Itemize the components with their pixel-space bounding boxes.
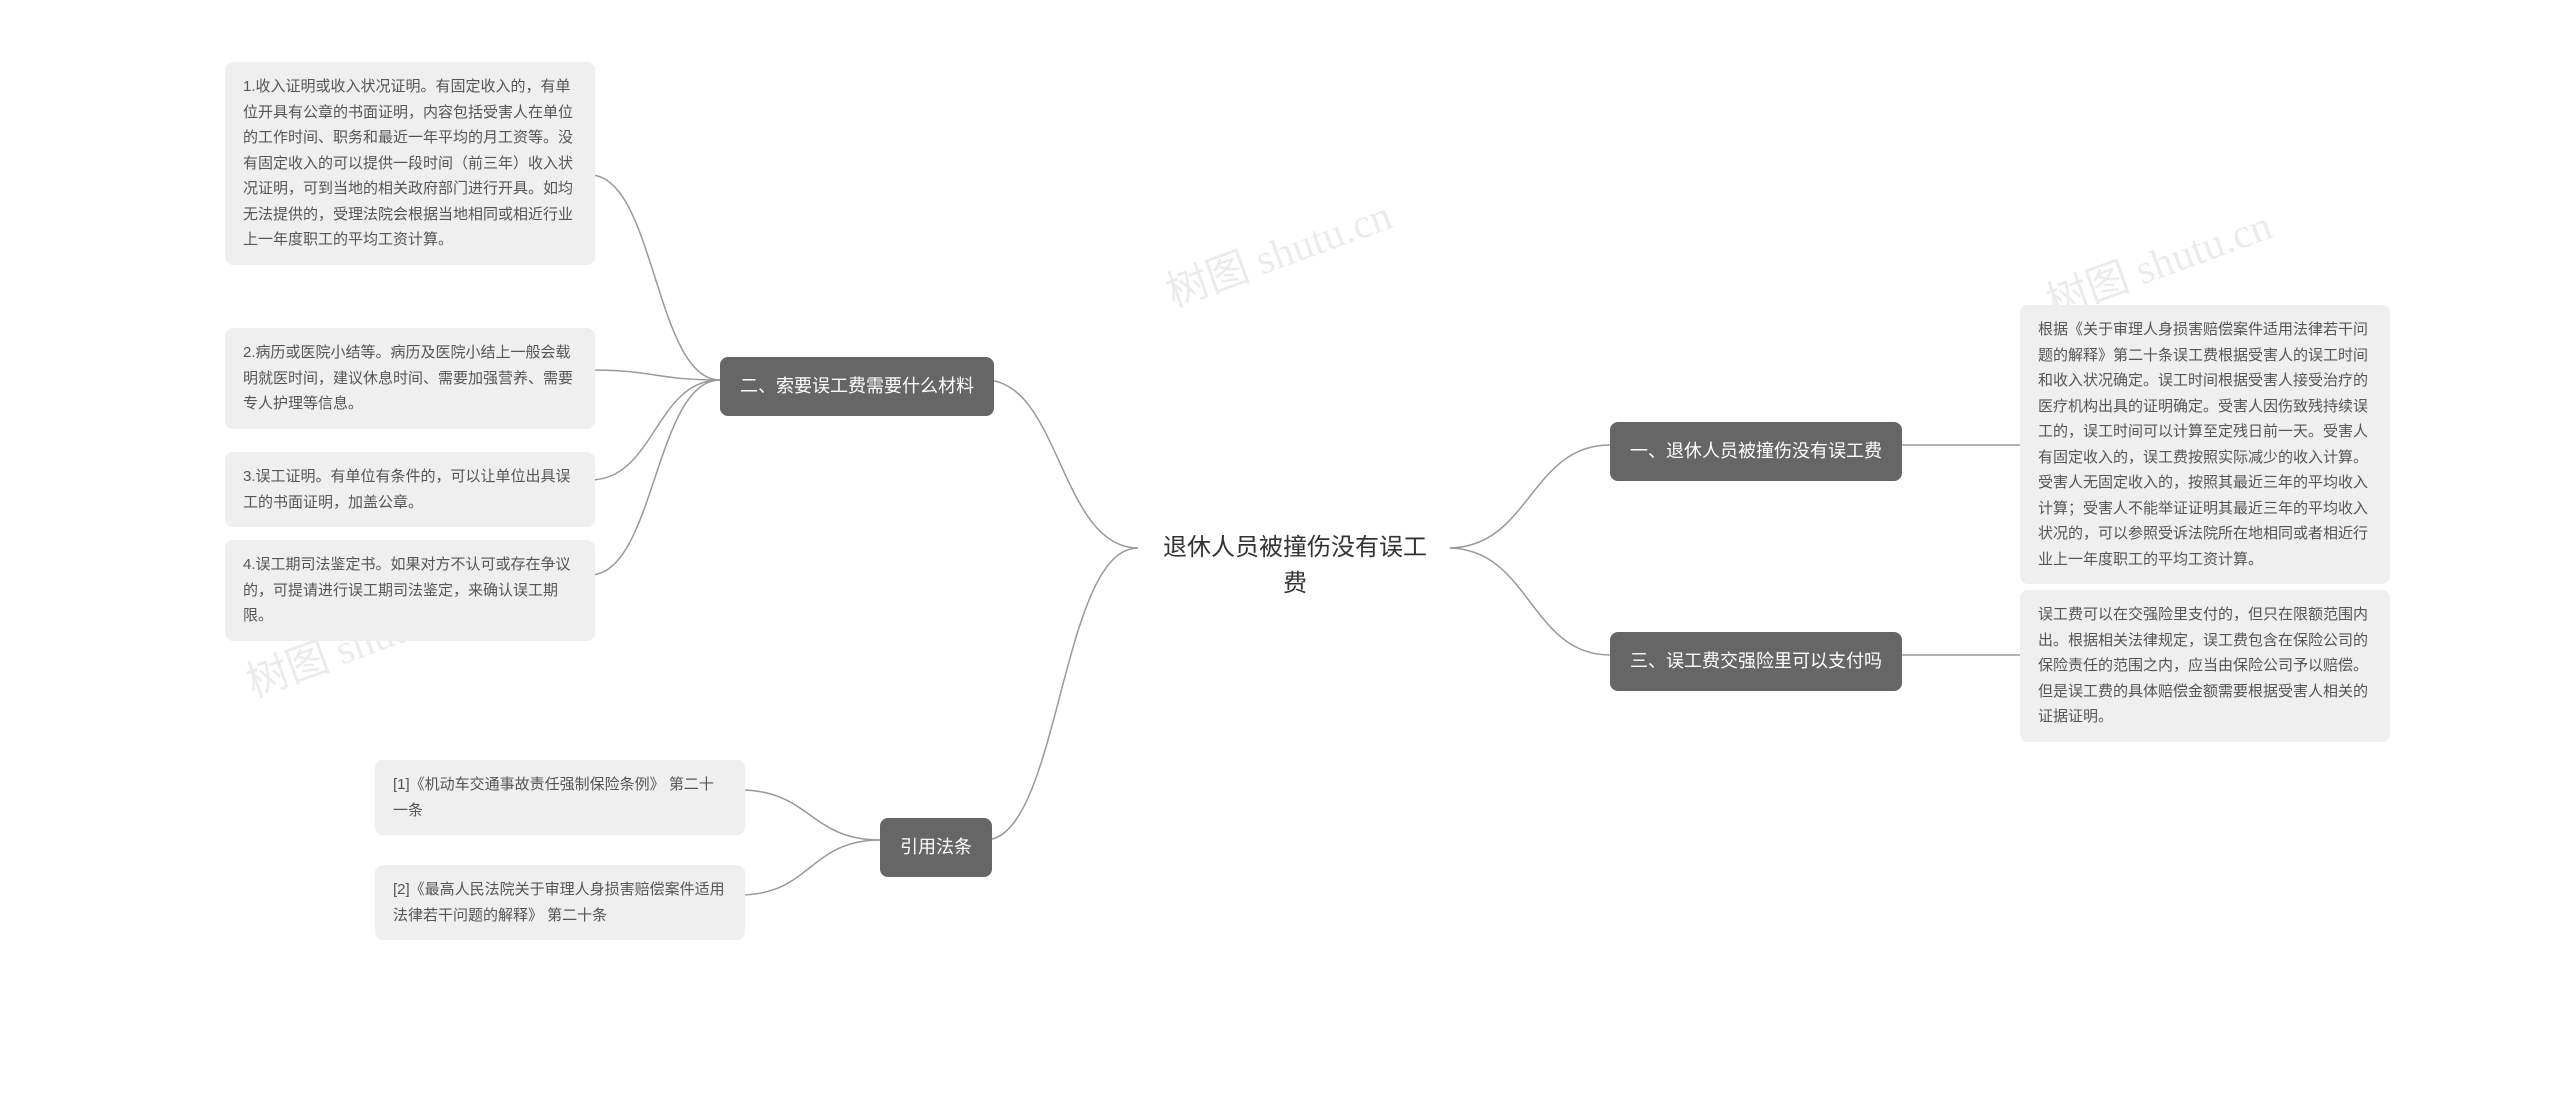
- leaf-2-1: 1.收入证明或收入状况证明。有固定收入的，有单位开具有公章的书面证明，内容包括受…: [225, 62, 595, 265]
- branch-law-label: 引用法条: [900, 837, 972, 857]
- watermark: 树图 shutu.cn: [1157, 182, 1399, 320]
- branch-2-label: 二、索要误工费需要什么材料: [740, 376, 974, 396]
- leaf-law-1: [1]《机动车交通事故责任强制保险条例》 第二十一条: [375, 760, 745, 835]
- leaf-law-2-text: [2]《最高人民法院关于审理人身损害赔偿案件适用法律若干问题的解释》 第二十条: [393, 881, 725, 924]
- leaf-branch3-text: 误工费可以在交强险里支付的，但只在限额范围内出。根据相关法律规定，误工费包含在保…: [2038, 606, 2368, 725]
- leaf-2-1-text: 1.收入证明或收入状况证明。有固定收入的，有单位开具有公章的书面证明，内容包括受…: [243, 78, 573, 248]
- leaf-law-1-text: [1]《机动车交通事故责任强制保险条例》 第二十一条: [393, 776, 714, 819]
- branch-3-label: 三、误工费交强险里可以支付吗: [1630, 651, 1882, 671]
- leaf-2-4-text: 4.误工期司法鉴定书。如果对方不认可或存在争议的，可提请进行误工期司法鉴定，来确…: [243, 556, 571, 624]
- leaf-2-2-text: 2.病历或医院小结等。病历及医院小结上一般会载明就医时间，建议休息时间、需要加强…: [243, 344, 573, 412]
- leaf-2-2: 2.病历或医院小结等。病历及医院小结上一般会载明就医时间，建议休息时间、需要加强…: [225, 328, 595, 429]
- leaf-branch3: 误工费可以在交强险里支付的，但只在限额范围内出。根据相关法律规定，误工费包含在保…: [2020, 590, 2390, 742]
- center-node: 退休人员被撞伤没有误工 费: [1140, 520, 1450, 612]
- leaf-2-3: 3.误工证明。有单位有条件的，可以让单位出具误工的书面证明，加盖公章。: [225, 452, 595, 527]
- branch-node-2: 二、索要误工费需要什么材料: [720, 357, 994, 416]
- branch-node-3: 三、误工费交强险里可以支付吗: [1610, 632, 1902, 691]
- leaf-branch1: 根据《关于审理人身损害赔偿案件适用法律若干问题的解释》第二十条误工费根据受害人的…: [2020, 305, 2390, 584]
- leaf-branch1-text: 根据《关于审理人身损害赔偿案件适用法律若干问题的解释》第二十条误工费根据受害人的…: [2038, 321, 2368, 568]
- branch-1-label: 一、退休人员被撞伤没有误工费: [1630, 441, 1882, 461]
- leaf-2-3-text: 3.误工证明。有单位有条件的，可以让单位出具误工的书面证明，加盖公章。: [243, 468, 571, 511]
- branch-node-1: 一、退休人员被撞伤没有误工费: [1610, 422, 1902, 481]
- branch-node-law: 引用法条: [880, 818, 992, 877]
- leaf-law-2: [2]《最高人民法院关于审理人身损害赔偿案件适用法律若干问题的解释》 第二十条: [375, 865, 745, 940]
- leaf-2-4: 4.误工期司法鉴定书。如果对方不认可或存在争议的，可提请进行误工期司法鉴定，来确…: [225, 540, 595, 641]
- center-text: 退休人员被撞伤没有误工 费: [1163, 534, 1427, 597]
